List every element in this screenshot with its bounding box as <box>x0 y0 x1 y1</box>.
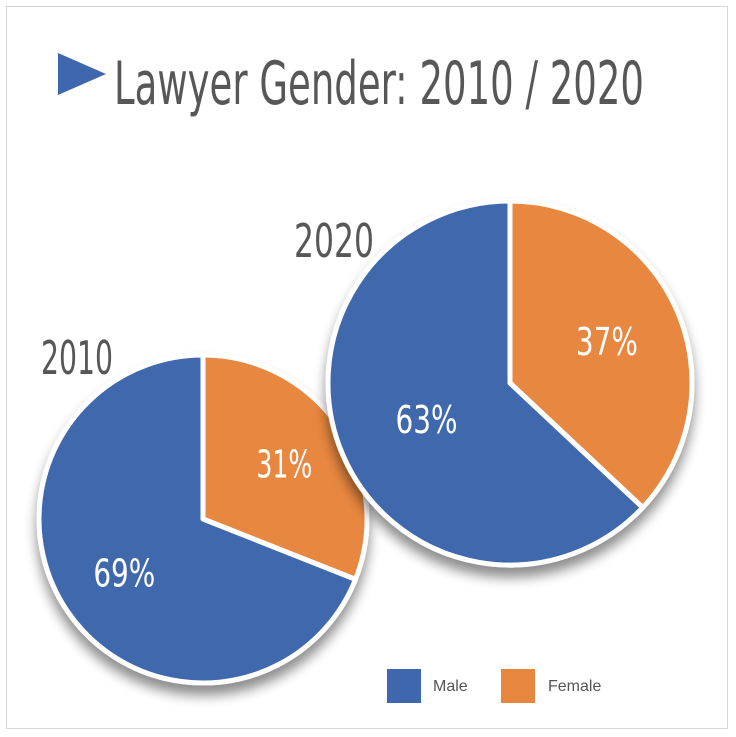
chart-title: Lawyer Gender: 2010 / 2020 <box>114 49 644 119</box>
legend: Male Female <box>387 669 601 703</box>
pie-2020-body <box>325 198 695 568</box>
slice-2020-female <box>507 198 695 511</box>
slice-label-2010-male: 69% <box>93 551 155 595</box>
chart-frame: Lawyer Gender: 2010 / 2020 31% 69% 37% 63%… <box>6 6 728 729</box>
pie-2010-body <box>36 352 370 686</box>
slice-2010-male <box>36 352 358 686</box>
year-label-2020: 2020 <box>294 214 374 268</box>
legend-swatch-male <box>387 669 421 703</box>
title-triangle-icon <box>58 53 106 95</box>
slice-label-2010-female: 31% <box>256 443 312 487</box>
year-label-2010: 2010 <box>41 331 113 385</box>
slice-2020-male <box>325 198 646 568</box>
legend-label-female: Female <box>548 678 601 695</box>
legend-label-male: Male <box>433 678 468 695</box>
pie-2020: 37% 63% <box>325 198 695 568</box>
pie-2010: 31% 69% <box>36 352 370 686</box>
slice-label-2020-female: 37% <box>576 320 638 364</box>
legend-swatch-female <box>501 669 535 703</box>
lawyer-gender-chart: Lawyer Gender: 2010 / 2020 31% 69% 37% 63%… <box>36 49 695 703</box>
slice-label-2020-male: 63% <box>395 398 457 442</box>
